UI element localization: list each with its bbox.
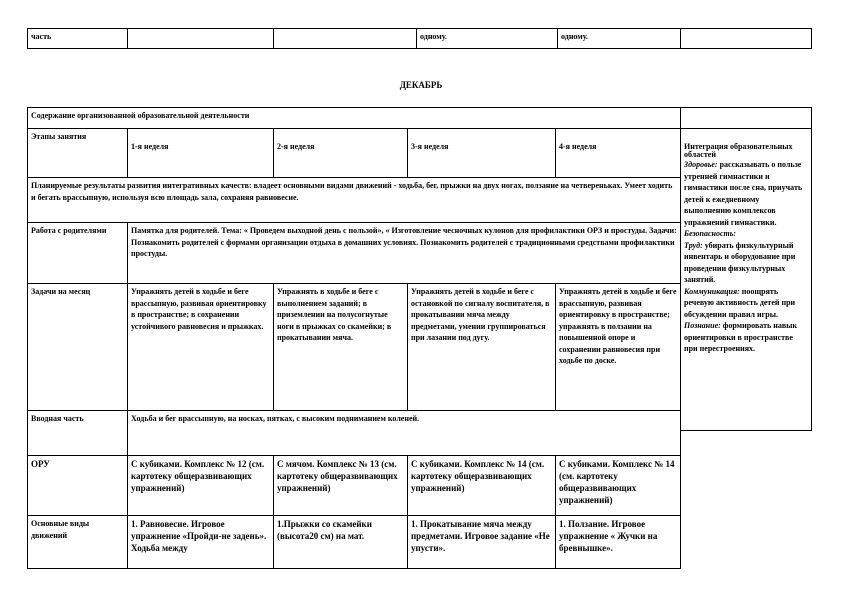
oru-cell: С мячом. Комплекс № 13 (см. картотеку об…	[273, 455, 408, 516]
oru-cell: С кубиками. Комплекс № 14 (см. картотеку…	[407, 455, 556, 516]
safety-label: Безопасность:	[684, 229, 737, 238]
top-cell: одному.	[557, 28, 681, 49]
top-cell	[127, 28, 274, 49]
stages-label: Этапы занятия	[27, 128, 128, 178]
labor-text: убирать физкультурный инвентарь и оборуд…	[684, 240, 796, 285]
cognition-label: Познание:	[684, 321, 721, 330]
task-cell: Упражнять детей в ходьбе и беге врассыпн…	[127, 283, 274, 411]
integration-header-blank	[680, 107, 812, 129]
intro-label: Вводная часть	[27, 410, 128, 456]
tasks-label: Задачи на месяц	[27, 283, 128, 411]
communication-text: поощрять речевую активность детей при об…	[684, 286, 796, 319]
oru-cell: С кубиками. Комплекс № 14 (см. картотеку…	[555, 455, 681, 516]
integration-cell: Интеграция образовательных областей Здор…	[680, 128, 812, 431]
month-title: ДЕКАБРЬ	[399, 80, 443, 90]
labor-label: Труд:	[684, 240, 703, 250]
oru-label: ОРУ	[27, 455, 128, 516]
top-cell: одному.	[416, 28, 558, 49]
integration-title: Интеграция образовательных областей	[684, 142, 793, 159]
communication-label: Коммуникация:	[684, 286, 740, 296]
table-header: Содержание организованной образовательно…	[27, 107, 681, 129]
main-moves-cell: 1. Ползание. Игровое упражнение « Жучки …	[555, 515, 681, 569]
week-header: 3-я неделя	[407, 128, 556, 178]
health-label: Здоровье:	[684, 160, 718, 169]
cognition-text: формировать навык ориентировки в простра…	[684, 321, 798, 353]
top-cell	[680, 28, 812, 49]
main-moves-cell: 1. Прокатывание мяча между предметами. И…	[407, 515, 556, 569]
task-cell: Упражнять в ходьбе и беге с выполнением …	[273, 283, 408, 411]
parents-text: Памятка для родителей. Тема: « Проведем …	[127, 222, 681, 284]
top-cell	[273, 28, 417, 49]
week-header: 1-я неделя	[127, 128, 274, 178]
task-cell: Упражнять детей в ходьбе и беге с остано…	[407, 283, 556, 411]
health-text: рассказывать о пользе утренней гимнастик…	[684, 160, 803, 227]
top-cell: часть	[27, 28, 128, 49]
task-cell: Упражнять детей в ходьбе и беге врассыпн…	[555, 283, 681, 411]
week-header: 2-я неделя	[273, 128, 408, 178]
week-header: 4-я неделя	[555, 128, 681, 178]
planned-results: Планируемые результаты развития интеграт…	[27, 177, 681, 223]
intro-text: Ходьба и бег врассыпную, на носках, пятк…	[127, 410, 681, 456]
oru-cell: С кубиками. Комплекс № 12 (см. картотеку…	[127, 455, 274, 516]
parents-label: Работа с родителями	[27, 222, 128, 284]
main-moves-cell: 1.Прыжки со скамейки (высота20 см) на ма…	[273, 515, 408, 569]
main-moves-label: Основные виды движений	[27, 515, 128, 569]
stages-text: Этапы занятия	[31, 132, 87, 141]
main-moves-cell: 1. Равновесие. Игровое упражнение «Пройд…	[127, 515, 274, 569]
